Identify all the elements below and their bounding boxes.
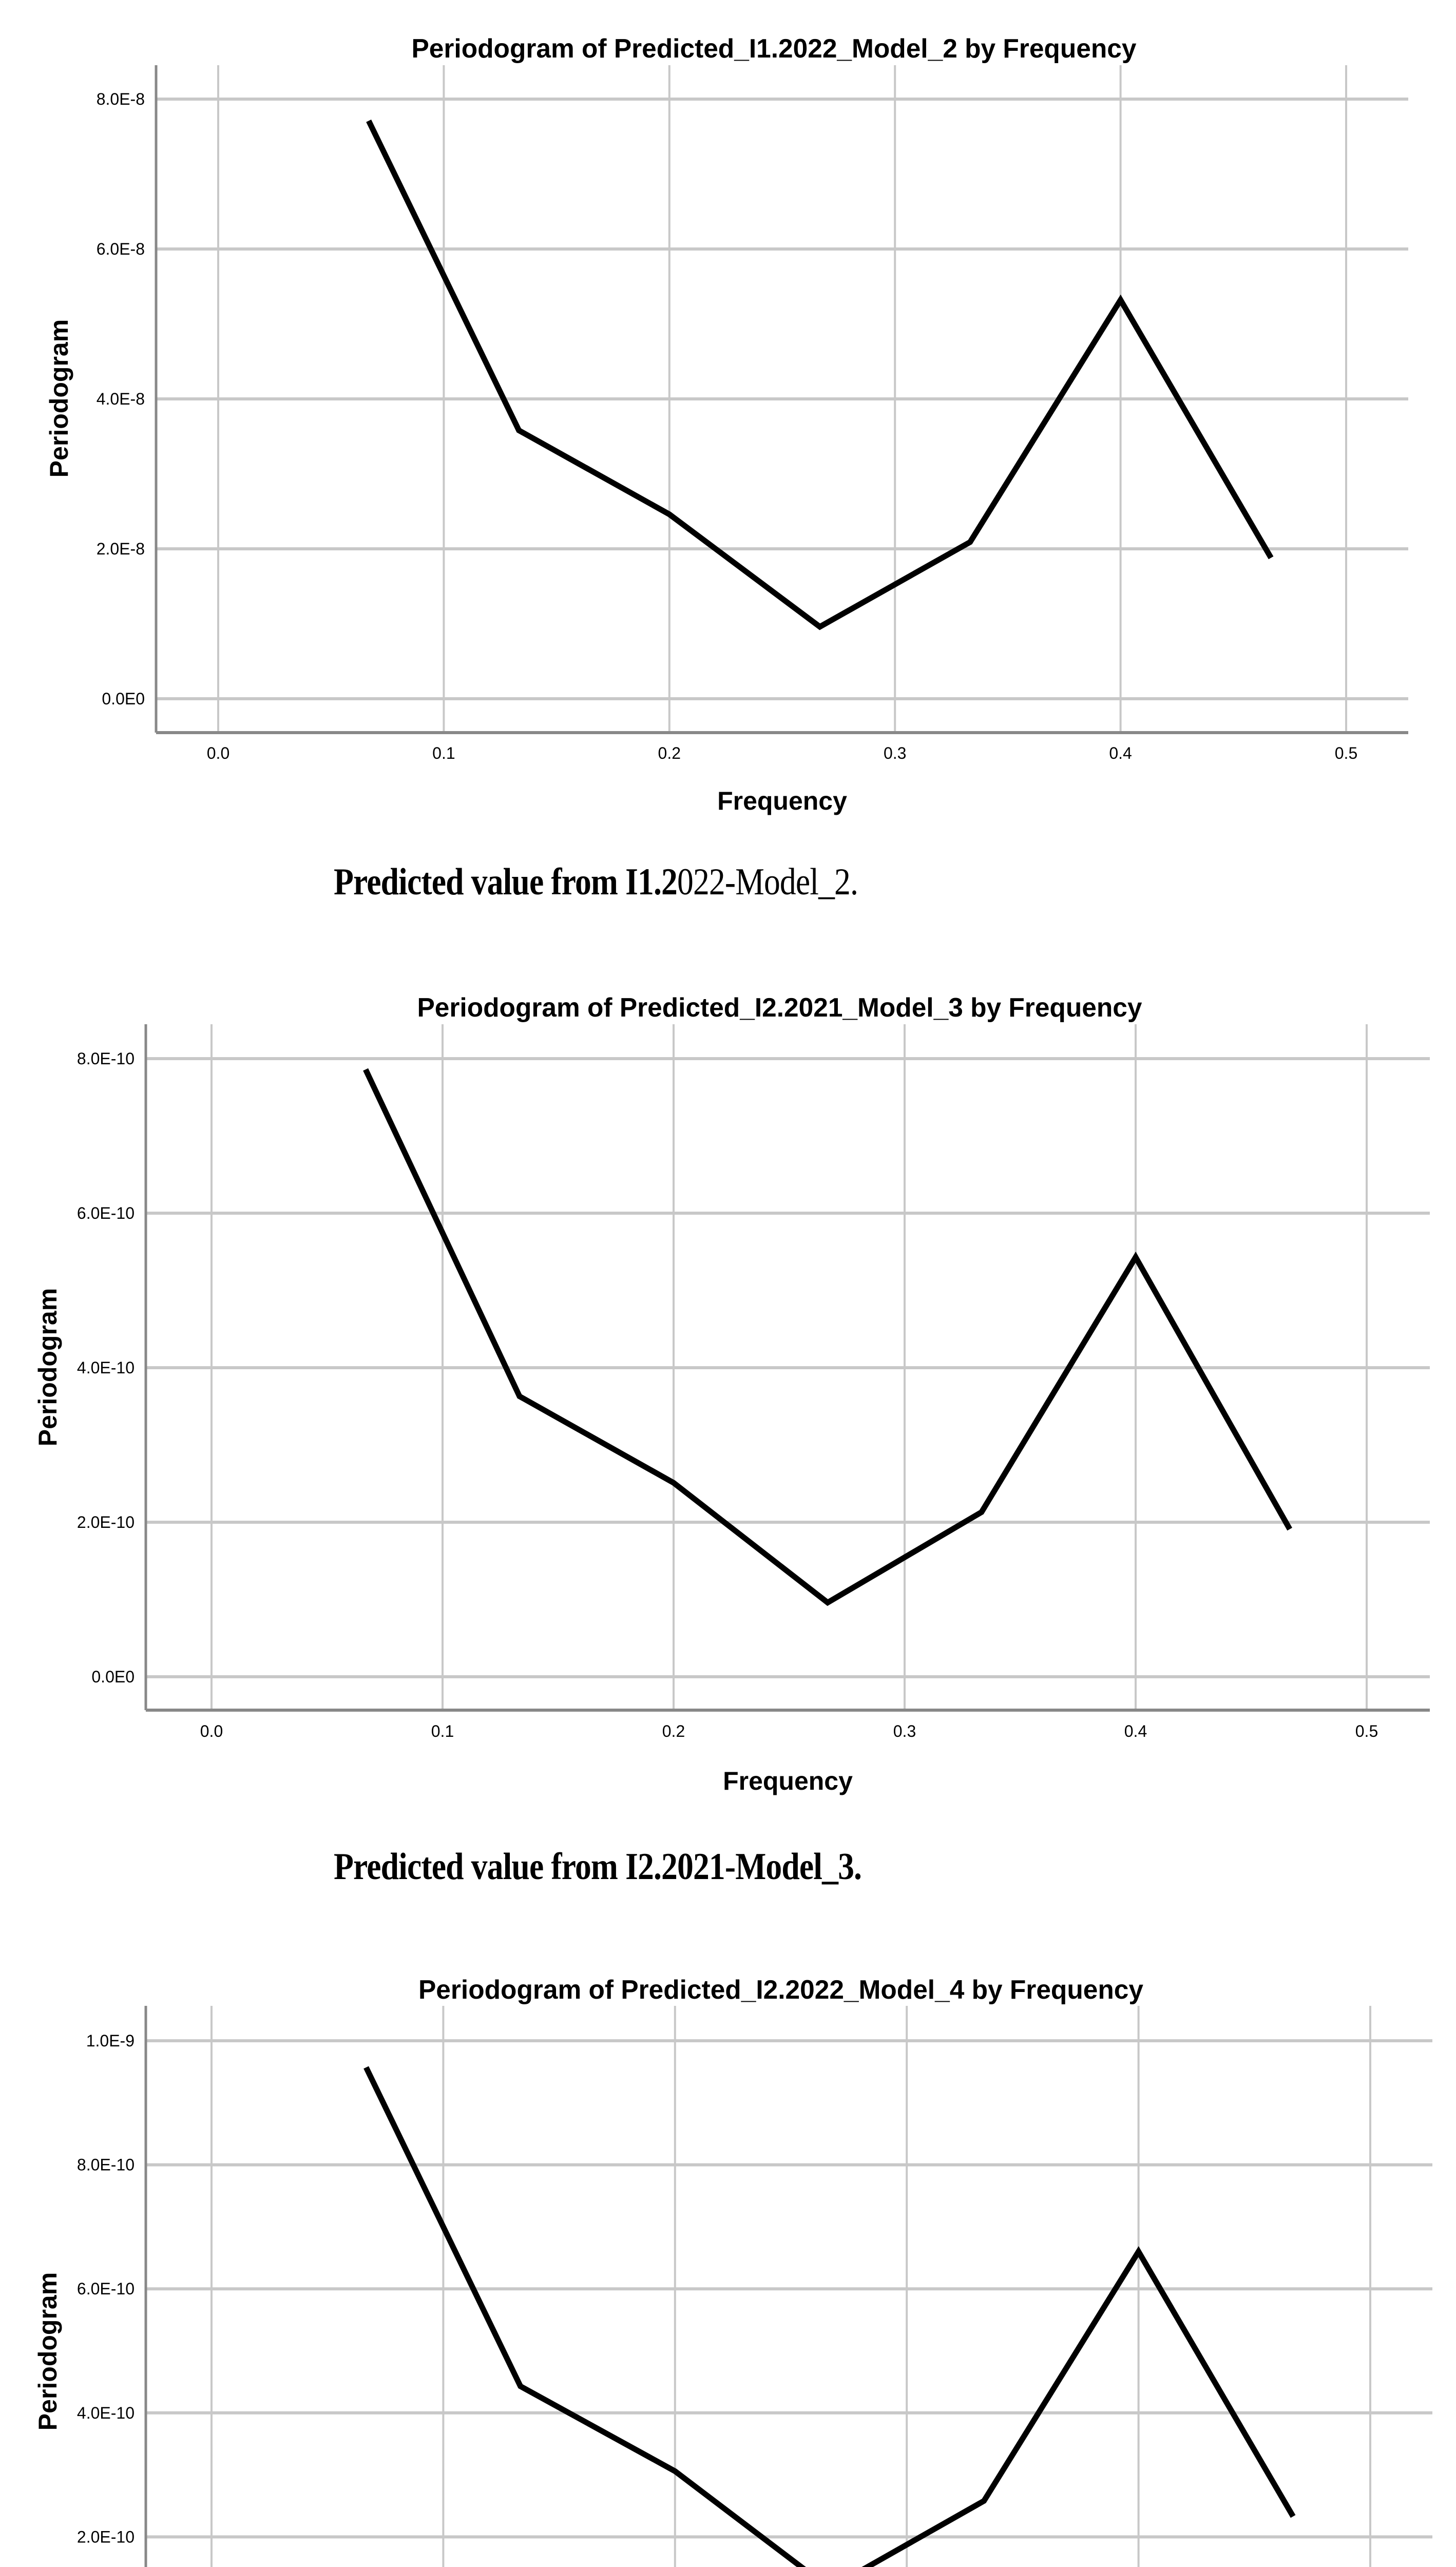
y-axis-label: Periodogram [33,2272,62,2430]
y-tick-label: 6.0E-10 [77,1204,135,1222]
y-tick-label: 8.0E-8 [97,90,145,108]
y-axis-label: Periodogram [33,1288,62,1446]
x-tick-label: 0.4 [1109,744,1132,762]
y-axis-label: Periodogram [45,319,73,477]
y-tick-label: 2.0E-10 [77,1513,135,1531]
caption-2: Predicted value from I2.2021-Model_3. [334,1845,862,1889]
x-tick-label: 0.2 [658,744,681,762]
chart-title: Periodogram of Predicted_I1.2022_Model_2… [412,34,1137,64]
y-tick-label: 2.0E-10 [77,2527,135,2546]
caption-1-regular: 022-Model_2. [677,861,858,903]
caption-1-bold: Predicted value from I1.2 [334,861,678,903]
y-tick-label: 4.0E-8 [97,390,145,408]
x-tick-label: 0.5 [1335,744,1357,762]
y-tick-label: 8.0E-10 [77,2156,135,2174]
y-tick-label: 0.0E0 [102,689,145,708]
x-axis-label: Frequency [717,787,847,815]
y-tick-label: 6.0E-10 [77,2279,135,2298]
y-tick-label: 4.0E-10 [77,2404,135,2422]
x-axis-label: Frequency [723,1767,853,1795]
y-tick-label: 8.0E-10 [77,1049,135,1068]
chart-1-periodogram-i1-2022-model-2: Periodogram of Predicted_I1.2022_Model_2… [45,34,1408,815]
x-tick-label: 0.2 [662,1722,685,1740]
y-tick-label: 1.0E-9 [86,2032,135,2050]
y-tick-label: 0.0E0 [91,1668,135,1686]
gridlines [146,1024,1430,1710]
x-tick-label: 0.3 [893,1722,916,1740]
x-tick-label: 0.5 [1355,1722,1378,1740]
chart-title: Periodogram of Predicted_I2.2021_Model_3… [417,993,1142,1023]
x-tick-label: 0.4 [1124,1722,1147,1740]
y-tick-label: 2.0E-8 [97,540,145,558]
periodogram-line [366,119,1274,630]
periodogram-line [363,2066,1296,2567]
x-tick-label: 0.3 [884,744,906,762]
x-tick-label: 0.1 [431,1722,454,1740]
caption-1: Predicted value from I1.2022-Model_2. [334,860,858,904]
periodogram-line [363,1068,1292,1606]
gridlines [156,65,1408,733]
y-tick-label: 6.0E-8 [97,240,145,258]
chart-2-periodogram-i2-2021-model-3: Periodogram of Predicted_I2.2021_Model_3… [33,993,1430,1795]
x-tick-label: 0.0 [200,1722,223,1740]
gridlines [146,2006,1432,2567]
y-tick-label: 4.0E-10 [77,1358,135,1377]
x-tick-label: 0.0 [207,744,229,762]
x-tick-label: 0.1 [432,744,455,762]
caption-2-bold: Predicted value from I2.2021-Model_3. [334,1846,862,1888]
chart-title: Periodogram of Predicted_I2.2022_Model_4… [418,1975,1143,2005]
